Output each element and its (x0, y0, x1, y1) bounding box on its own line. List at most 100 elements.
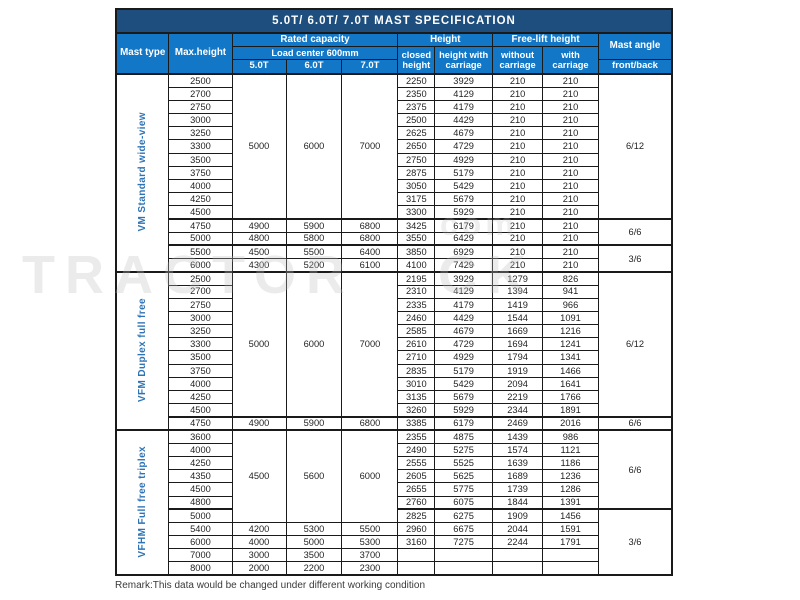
height-with-carriage-cell: 3929 (434, 270, 494, 286)
freelift-with-carriage-cell: 826 (542, 270, 599, 286)
closed-height-cell: 2825 (397, 508, 436, 523)
capacity-cell: 6800 (341, 218, 399, 233)
freelift-with-carriage-cell: 2016 (542, 415, 599, 431)
closed-height-cell: 2335 (397, 297, 436, 312)
mast-type-cell: VM Standard wide-view (115, 73, 170, 273)
closed-height-cell: 2625 (397, 126, 436, 141)
closed-height-cell: 2460 (397, 310, 436, 326)
max-height-cell: 3750 (168, 363, 233, 378)
capacity-cell: 7000 (341, 72, 399, 220)
capacity-cell: 6400 (341, 244, 399, 260)
mast-type-label: VFHM Full free triplex (137, 445, 149, 558)
height-with-carriage-cell: 4679 (434, 324, 494, 339)
closed-height-cell (397, 548, 436, 563)
height-with-carriage-cell (434, 561, 494, 576)
col-header-5t: 5.0T (231, 59, 287, 75)
mast-type-cell: VFM Duplex full free (115, 270, 170, 431)
freelift-with-carriage-cell: 210 (542, 165, 599, 181)
freelift-without-carriage-cell: 1669 (492, 324, 544, 339)
closed-height-cell: 3010 (397, 376, 436, 392)
freelift-with-carriage-cell: 210 (542, 113, 599, 128)
freelift-without-carriage-cell: 210 (492, 258, 544, 273)
height-with-carriage-cell: 7275 (434, 535, 494, 550)
freelift-without-carriage-cell: 210 (492, 231, 544, 246)
mast-spec-table: 5.0T/ 6.0T/ 7.0T MAST SPECIFICATION Mast… (115, 8, 673, 577)
freelift-without-carriage-cell: 210 (492, 72, 544, 88)
table-row: 6000 4000 5000 5300 3160 7275 2244 1791 (116, 535, 672, 550)
col-header-load-center: Load center 600mm (231, 46, 399, 60)
freelift-without-carriage-cell (492, 561, 544, 576)
freelift-without-carriage-cell: 210 (492, 126, 544, 141)
height-with-carriage-cell: 3929 (434, 72, 494, 88)
freelift-without-carriage-cell: 210 (492, 165, 544, 181)
height-with-carriage-cell: 4729 (434, 139, 494, 154)
table-row: 2750 2375 4179 210 210 (116, 99, 672, 115)
freelift-without-carriage-cell: 1394 (492, 284, 544, 299)
table-row: 5500 4500 5500 6400 3850 6929 210 210 3/6 (116, 244, 673, 273)
freelift-with-carriage-cell: 1236 (542, 469, 599, 484)
max-height-cell: 2750 (168, 297, 233, 312)
capacity-cell: 5000 (231, 72, 287, 220)
closed-height-cell: 3050 (397, 178, 436, 194)
closed-height-cell: 4100 (397, 258, 436, 273)
max-height-cell: 4750 (168, 218, 233, 233)
table-title-row: 5.0T/ 6.0T/ 7.0T MAST SPECIFICATION (115, 8, 673, 34)
freelift-with-carriage-cell: 1591 (542, 521, 599, 537)
height-with-carriage-cell: 6675 (434, 521, 494, 537)
mast-angle-cell: 6/12 (598, 72, 673, 220)
freelift-with-carriage-cell: 210 (542, 192, 599, 207)
height-with-carriage-cell: 4729 (434, 337, 494, 352)
height-with-carriage-cell: 5679 (434, 389, 494, 405)
height-with-carriage-cell: 4429 (434, 113, 494, 128)
mast-angle-cell: 3/6 (598, 508, 673, 576)
col-header-max-height: Max.height (168, 32, 233, 75)
table-row: 7000 3000 3500 3700 (116, 548, 672, 563)
freelift-without-carriage-cell: 1739 (492, 482, 544, 497)
max-height-cell: 3300 (168, 139, 233, 154)
freelift-with-carriage-cell: 1891 (542, 403, 599, 418)
freelift-with-carriage-cell: 210 (542, 218, 599, 233)
table-row: 8000 2000 2200 2300 (116, 561, 672, 576)
freelift-with-carriage-cell: 210 (542, 72, 599, 88)
freelift-without-carriage-cell: 210 (492, 139, 544, 154)
closed-height-cell: 3550 (397, 231, 436, 246)
mast-angle-cell: 6/6 (598, 429, 673, 510)
freelift-with-carriage-cell: 941 (542, 284, 599, 299)
capacity-cell: 4000 (231, 535, 287, 550)
closed-height-cell: 3385 (397, 415, 436, 431)
freelift-without-carriage-cell: 1439 (492, 429, 544, 444)
max-height-cell: 4250 (168, 455, 233, 471)
freelift-without-carriage-cell: 210 (492, 152, 544, 167)
freelift-without-carriage-cell: 1794 (492, 350, 544, 365)
max-height-cell: 4500 (168, 205, 233, 220)
capacity-cell: 4900 (231, 415, 287, 431)
closed-height-cell: 2355 (397, 429, 436, 444)
height-with-carriage-cell: 6179 (434, 218, 494, 233)
height-with-carriage-cell: 5625 (434, 469, 494, 484)
col-header-closed-height: closed height (397, 46, 436, 75)
height-with-carriage-cell: 5179 (434, 363, 494, 378)
table-row: 5000 4800 5800 6800 3550 6429 210 210 (116, 231, 672, 246)
closed-height-cell: 2250 (397, 72, 436, 88)
capacity-cell: 6000 (341, 429, 399, 523)
height-with-carriage-cell: 5775 (434, 482, 494, 497)
height-with-carriage-cell: 4429 (434, 310, 494, 326)
freelift-with-carriage-cell: 1286 (542, 482, 599, 497)
freelift-with-carriage-cell: 1186 (542, 455, 599, 471)
closed-height-cell: 3425 (397, 218, 436, 233)
max-height-cell: 4250 (168, 192, 233, 207)
max-height-cell: 4800 (168, 495, 233, 510)
height-with-carriage-cell: 5929 (434, 403, 494, 418)
col-header-freelift-group: Free-lift height (492, 32, 599, 47)
freelift-without-carriage-cell: 210 (492, 113, 544, 128)
freelift-with-carriage-cell: 210 (542, 152, 599, 167)
table-row: 6000 4300 5200 6100 4100 7429 210 210 (116, 258, 672, 273)
capacity-cell: 6800 (341, 231, 399, 246)
col-header-mast-type: Mast type (115, 32, 170, 75)
capacity-cell: 6000 (285, 72, 343, 220)
freelift-without-carriage-cell: 1574 (492, 442, 544, 457)
freelift-with-carriage-cell: 1341 (542, 350, 599, 365)
height-with-carriage-cell: 5679 (434, 192, 494, 207)
mast-type-cell: VFHM Full free triplex (115, 429, 170, 576)
table-row: VFM Duplex full free 2500 5000 6000 7000 2195… (115, 270, 673, 431)
